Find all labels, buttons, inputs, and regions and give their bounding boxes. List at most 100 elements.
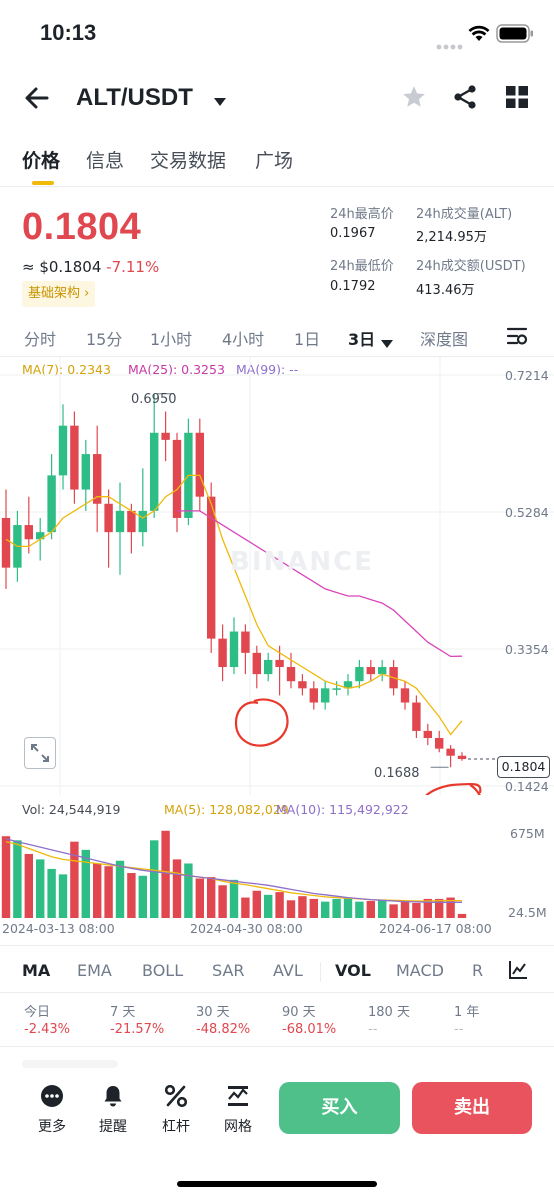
timeframe-1h[interactable]: 1小时 [150, 330, 193, 349]
candlestick-chart[interactable] [0, 357, 554, 795]
price-change: -7.11% [106, 258, 160, 276]
candle-body [161, 432, 170, 440]
divider [0, 186, 554, 187]
candle-body [252, 652, 261, 675]
timeframe-dropdown-icon[interactable] [381, 333, 393, 352]
perf-value: -68.01% [282, 1022, 337, 1037]
leverage-label[interactable]: 杠杆 [162, 1119, 190, 1135]
volume-bar [286, 900, 296, 918]
volume-bar [400, 901, 410, 918]
bell-icon[interactable] [101, 1084, 125, 1112]
category-tag[interactable]: 基础架构 › [22, 281, 96, 307]
candle-body [423, 730, 432, 739]
placeholder-bar [22, 1060, 118, 1068]
indicator-vol[interactable]: VOL [335, 961, 371, 980]
timeframe-1d[interactable]: 1日 [294, 330, 321, 349]
perf-value: -2.43% [24, 1022, 70, 1037]
annotation-circle [234, 698, 289, 747]
ma25-legend: MA(25): 0.3253 [128, 362, 225, 377]
pair-dropdown-icon[interactable] [213, 92, 227, 111]
sell-button[interactable]: 卖出 [412, 1082, 532, 1134]
alert-label[interactable]: 提醒 [99, 1119, 127, 1135]
volume-bar [389, 904, 398, 918]
indicator-rsi[interactable]: R [472, 961, 484, 980]
date-axis-label: 2024-03-13 08:00 [2, 921, 115, 936]
grid-label[interactable]: 网格 [224, 1119, 252, 1135]
indicator-divider [320, 962, 321, 982]
ma25-line [177, 510, 463, 658]
volume-bar [435, 898, 444, 918]
last-price: 0.1804 [22, 206, 142, 248]
volume-chart[interactable] [0, 818, 554, 920]
volume-bar [298, 896, 307, 918]
buy-button[interactable]: 买入 [279, 1082, 400, 1134]
indicator-sar[interactable]: SAR [212, 961, 245, 980]
volume-axis-label: 675M [510, 826, 545, 841]
more-icon[interactable] [40, 1084, 64, 1112]
indicator-settings-icon[interactable] [508, 960, 528, 984]
tab-price[interactable]: 价格 [22, 150, 61, 172]
grid-trading-icon[interactable] [226, 1084, 250, 1112]
volume-bar [24, 853, 33, 918]
volume-bar [161, 830, 170, 918]
share-icon[interactable] [452, 84, 478, 114]
candle-body [275, 659, 284, 668]
candle-body [150, 432, 159, 511]
candle-body [446, 748, 455, 756]
indicator-ma[interactable]: MA [22, 961, 51, 980]
candle-body [355, 667, 364, 682]
timeframe-depth[interactable]: 深度图 [420, 330, 469, 349]
candle-body [366, 667, 375, 675]
volume-bar [229, 879, 239, 918]
timeframe-15m[interactable]: 15分 [86, 330, 123, 349]
volume-axis-label: 24.5M [508, 905, 547, 920]
candle-body [457, 755, 467, 760]
high-price-marker: 0.6950 [131, 392, 177, 407]
volume-bar [264, 894, 273, 918]
leverage-icon[interactable] [164, 1084, 188, 1112]
timeframe-4h[interactable]: 4小时 [222, 330, 265, 349]
more-label[interactable]: 更多 [38, 1119, 66, 1135]
perf-value: -- [454, 1022, 464, 1037]
approx-price: ≈ $0.1804 -7.11% [22, 258, 159, 276]
perf-value: -48.82% [196, 1022, 251, 1037]
high-value: 0.1967 [330, 226, 376, 241]
candle-body [286, 667, 296, 682]
timeframe-realtime[interactable]: 分时 [24, 330, 57, 349]
home-indicator [177, 1181, 377, 1187]
grid-menu-icon[interactable] [506, 86, 528, 112]
candle-body [218, 638, 227, 668]
volume-bar [104, 866, 113, 918]
chart-settings-icon[interactable] [506, 326, 528, 350]
candle-body [229, 631, 239, 668]
tab-info[interactable]: 信息 [86, 150, 125, 172]
timeframe-3d[interactable]: 3日 [348, 330, 376, 349]
indicator-avl[interactable]: AVL [273, 961, 303, 980]
tab-trading-data[interactable]: 交易数据 [150, 150, 227, 172]
star-icon[interactable] [401, 84, 427, 114]
perf-label: 1 年 [454, 1005, 480, 1020]
price-axis-label: 0.1424 [505, 779, 549, 794]
indicator-ema[interactable]: EMA [77, 961, 112, 980]
candle-body [435, 738, 444, 749]
volume-bar [138, 875, 147, 918]
volume-bar [378, 900, 387, 918]
candle-body [195, 432, 204, 497]
fullscreen-icon[interactable] [24, 737, 56, 769]
perf-label: 今日 [24, 1005, 51, 1020]
indicator-boll[interactable]: BOLL [142, 961, 184, 980]
pair-title[interactable]: ALT/USDT [76, 84, 193, 111]
high-label: 24h最高价 [330, 207, 394, 222]
divider [0, 356, 554, 357]
candle-body [264, 659, 273, 675]
back-button[interactable] [22, 84, 52, 112]
volume-bar [446, 897, 455, 918]
tab-square[interactable]: 广场 [255, 150, 294, 172]
price-axis-label: 0.7214 [505, 368, 549, 383]
vol-ma5-legend: MA(5): 128,082,029 [164, 802, 289, 817]
divider [0, 1046, 554, 1047]
indicator-macd[interactable]: MACD [396, 961, 444, 980]
vol-alt-value: 2,214.95万 [416, 230, 487, 245]
annotation-circle [425, 782, 482, 795]
date-axis-label: 2024-04-30 08:00 [190, 921, 303, 936]
